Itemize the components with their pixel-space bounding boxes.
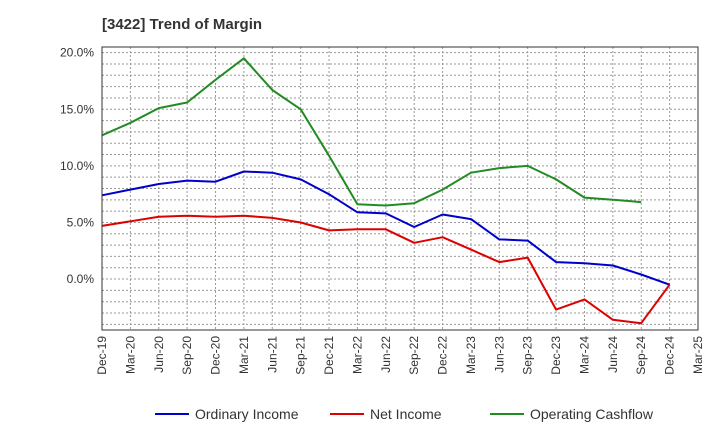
- x-tick-label: Sep-20: [180, 336, 194, 375]
- grid-lines: [102, 47, 698, 330]
- legend-label: Ordinary Income: [195, 406, 299, 422]
- x-axis-tick-labels: Dec-19 Mar-20 Jun-20 Sep-20 Dec-20 Mar-21 Jun-…: [95, 336, 705, 375]
- x-tick-label: Mar-21: [237, 336, 251, 374]
- x-tick-label: Mar-20: [123, 336, 137, 374]
- x-tick-label: Sep-22: [407, 336, 421, 375]
- legend-label: Net Income: [370, 406, 442, 422]
- series-lines: [101, 57, 671, 325]
- y-tick-label: 5.0%: [67, 215, 95, 229]
- operating-cashflow-line: [101, 57, 642, 207]
- x-tick-label: Dec-20: [209, 336, 223, 375]
- x-tick-label: Jun-21: [265, 336, 279, 373]
- x-tick-label: Sep-24: [634, 336, 648, 375]
- x-tick-label: Sep-21: [294, 336, 308, 375]
- x-tick-label: Jun-20: [152, 336, 166, 373]
- legend-label: Operating Cashflow: [530, 406, 654, 422]
- x-tick-label: Mar-25: [691, 336, 705, 374]
- chart-title: [3422] Trend of Margin: [102, 16, 263, 33]
- x-tick-label: Jun-22: [379, 336, 393, 373]
- y-tick-label: 20.0%: [60, 46, 94, 60]
- x-tick-label: Dec-23: [549, 336, 563, 375]
- ordinary-income-line: [101, 170, 670, 286]
- y-tick-label: 15.0%: [60, 102, 94, 116]
- x-tick-label: Dec-21: [322, 336, 336, 375]
- x-tick-label: Jun-23: [492, 336, 506, 373]
- x-tick-label: Dec-24: [663, 336, 677, 375]
- x-tick-label: Sep-23: [521, 336, 535, 375]
- y-tick-label: 0.0%: [67, 272, 95, 286]
- y-tick-label: 10.0%: [60, 159, 94, 173]
- net-income-line: [101, 214, 671, 325]
- x-tick-label: Mar-23: [464, 336, 478, 374]
- x-tick-label: Dec-22: [436, 336, 450, 375]
- x-tick-label: Mar-24: [577, 336, 591, 374]
- plot-area-border: [101, 46, 699, 331]
- y-axis-tick-labels: 0.0% 5.0% 10.0% 15.0% 20.0%: [60, 46, 94, 286]
- x-tick-label: Jun-24: [606, 336, 620, 373]
- legend: Ordinary Income Net Income Operating Cashf…: [155, 406, 654, 422]
- x-tick-label: Dec-19: [95, 336, 109, 375]
- x-tick-label: Mar-22: [350, 336, 364, 374]
